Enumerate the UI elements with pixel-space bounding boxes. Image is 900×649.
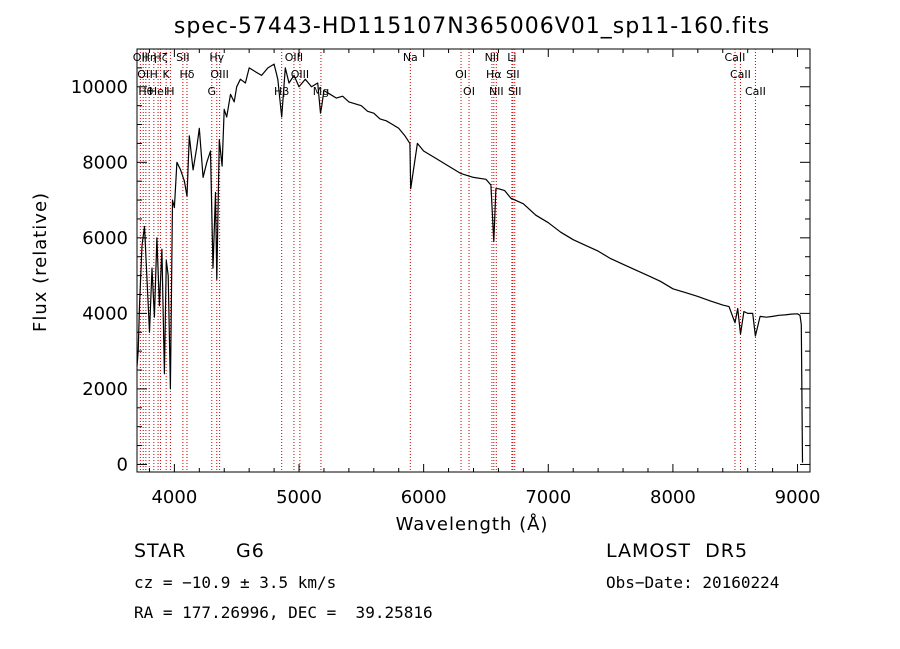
x-tick-label: 9000 — [775, 487, 821, 508]
object-subclass: G6 — [236, 540, 265, 562]
x-tick-label: 7000 — [525, 487, 571, 508]
line-marker-label: CaII — [745, 85, 766, 98]
x-tick-label: 4000 — [151, 487, 197, 508]
y-tick-label: 10000 — [71, 77, 128, 98]
line-marker-label: Mg — [313, 85, 329, 98]
line-marker-label: Hζ — [153, 51, 167, 64]
object-class: STAR — [134, 540, 187, 562]
line-marker-label: NII — [489, 85, 504, 98]
line-marker-label: G — [208, 85, 217, 98]
line-marker-label: CaII — [730, 68, 751, 81]
y-tick-label: 6000 — [82, 228, 128, 249]
line-marker-label: H — [166, 85, 174, 98]
line-marker-label: Hδ — [179, 68, 194, 81]
line-marker-label: K — [163, 68, 171, 81]
x-axis-ticks: 4000 5000 6000 7000 8000 9000 — [148, 49, 821, 508]
y-tick-label: 0 — [117, 454, 128, 475]
coordinates: RA = 177.26996, DEC = 39.25816 — [134, 603, 433, 622]
chart-title: spec-57443-HD115107N365006V01_sp11-160.f… — [174, 14, 770, 39]
x-axis-label: Wavelength (Å) — [396, 513, 549, 535]
line-marker-label: Hα — [486, 68, 502, 81]
line-marker-label: SII — [506, 68, 519, 81]
line-marker-label: OIII — [285, 51, 303, 64]
line-marker-label: OIII — [210, 68, 228, 81]
line-marker-label: H — [150, 68, 158, 81]
spectrum-series — [136, 63, 804, 463]
observation-date: Obs−Date: 20160224 — [606, 573, 780, 592]
line-marker-label: OI — [463, 85, 475, 98]
redshift-cz: cz = −10.9 ± 3.5 km/s — [134, 573, 337, 592]
line-marker-label: Li — [507, 51, 516, 64]
line-marker-label: Hγ — [209, 51, 224, 64]
spectral-line-markers — [139, 49, 756, 472]
plot-frame — [136, 48, 811, 473]
x-tick-label: 6000 — [401, 487, 447, 508]
line-marker-label: SII — [176, 51, 189, 64]
spectrum-chart: spec-57443-HD115107N365006V01_sp11-160.f… — [30, 14, 821, 535]
line-marker-label: NII — [485, 51, 500, 64]
y-tick-label: 8000 — [82, 152, 128, 173]
line-marker-label: OI — [455, 68, 467, 81]
spectral-line-labels: OIIOIHθHηHHeIHζKHSIIHδGHγOIIIHβOIIIOIIIM… — [133, 51, 766, 98]
spectrum-line — [136, 63, 804, 463]
line-marker-label: OI — [137, 68, 149, 81]
line-marker-label: CaII — [725, 51, 746, 64]
y-tick-label: 4000 — [82, 303, 128, 324]
line-marker-label: OII — [133, 51, 148, 64]
x-tick-label: 8000 — [650, 487, 696, 508]
line-marker-label: Hθ — [138, 85, 153, 98]
y-tick-label: 2000 — [82, 379, 128, 400]
survey-release: LAMOST DR5 — [606, 540, 749, 562]
y-axis-label: Flux (relative) — [30, 192, 51, 332]
y-axis-ticks: 0 2000 4000 6000 8000 10000 — [71, 67, 810, 475]
line-marker-label: SII — [508, 85, 521, 98]
x-tick-label: 5000 — [276, 487, 322, 508]
line-marker-label: Hη — [142, 51, 157, 64]
line-marker-label: HeI — [149, 85, 167, 98]
line-marker-label: OIII — [291, 68, 309, 81]
line-marker-label: Na — [403, 51, 418, 64]
line-marker-label: Hβ — [274, 85, 289, 98]
